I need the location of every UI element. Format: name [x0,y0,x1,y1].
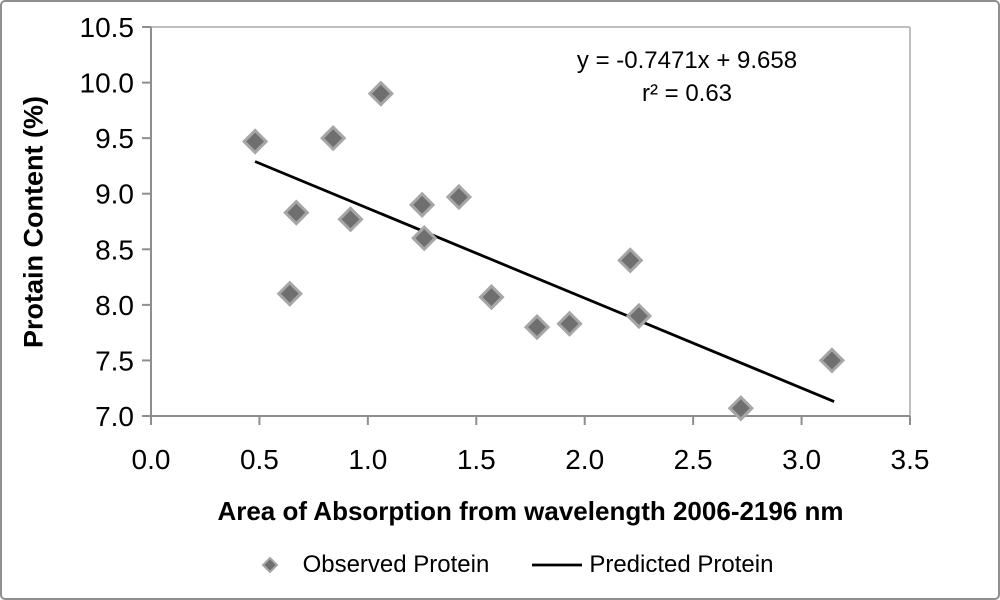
data-point [408,191,436,218]
legend-label-observed: Observed Protein [302,551,490,578]
data-points [241,80,846,422]
y-tick-label: 9.0 [95,179,134,210]
r-squared-line: r² = 0.63 [641,80,733,107]
x-axis-title: Area of Absorption from wavelength 2006-… [217,496,844,526]
y-tick-label: 7.5 [95,345,134,376]
legend: Observed Protein Predicted Protein [32,548,998,582]
y-tick-label: 10.0 [80,68,135,99]
data-point [276,280,303,307]
data-point [411,225,438,252]
x-tick-label: 1.0 [348,444,387,475]
y-axis-title: Protain Content (%) [18,96,49,348]
legend-label-predicted: Predicted Protein [589,551,774,578]
trendline [254,160,835,403]
data-point [478,283,505,311]
data-point [337,206,364,233]
legend-item-observed: Observed Protein [261,551,490,579]
data-point [320,125,347,152]
y-tick-label: 8.5 [95,234,134,265]
trendline-equation: y = -0.7471x + 9.658 r² = 0.63 [577,44,797,110]
x-tick-label: 2.5 [674,444,713,475]
plot-area-border [151,26,911,416]
predicted-trendline [254,160,835,403]
x-tick-label: 3.5 [891,444,930,475]
data-point [367,80,394,107]
x-tick-label: 0.0 [132,444,171,475]
data-point [523,313,551,341]
line-marker-icon [531,556,583,574]
x-tick-label: 0.5 [240,444,279,475]
data-point [283,199,310,226]
data-point [241,128,269,155]
axes [150,27,910,417]
equation-line: y = -0.7471x + 9.658 [576,47,798,74]
x-tick-label: 2.0 [565,444,604,475]
data-point [445,183,473,211]
data-point [818,347,846,374]
data-point [625,302,653,330]
y-tick-label: 10.5 [80,12,135,43]
axis-ticks [142,26,911,425]
y-tick-label: 7.0 [95,401,134,432]
y-tick-label: 9.5 [95,123,134,154]
x-tick-label: 1.5 [457,444,496,475]
axis-tick-labels: 0.0 0.5 1.0 1.5 2.0 2.5 3.0 3.5 7.0 7.5 8.0 8.5 9.0 9… [80,12,930,475]
legend-item-predicted: Predicted Protein [531,551,773,579]
x-tick-label: 3.0 [782,444,821,475]
data-point [617,247,644,274]
y-tick-label: 8.0 [95,290,134,321]
diamond-marker-icon [261,556,279,574]
data-point [727,395,754,422]
data-point [556,310,583,337]
